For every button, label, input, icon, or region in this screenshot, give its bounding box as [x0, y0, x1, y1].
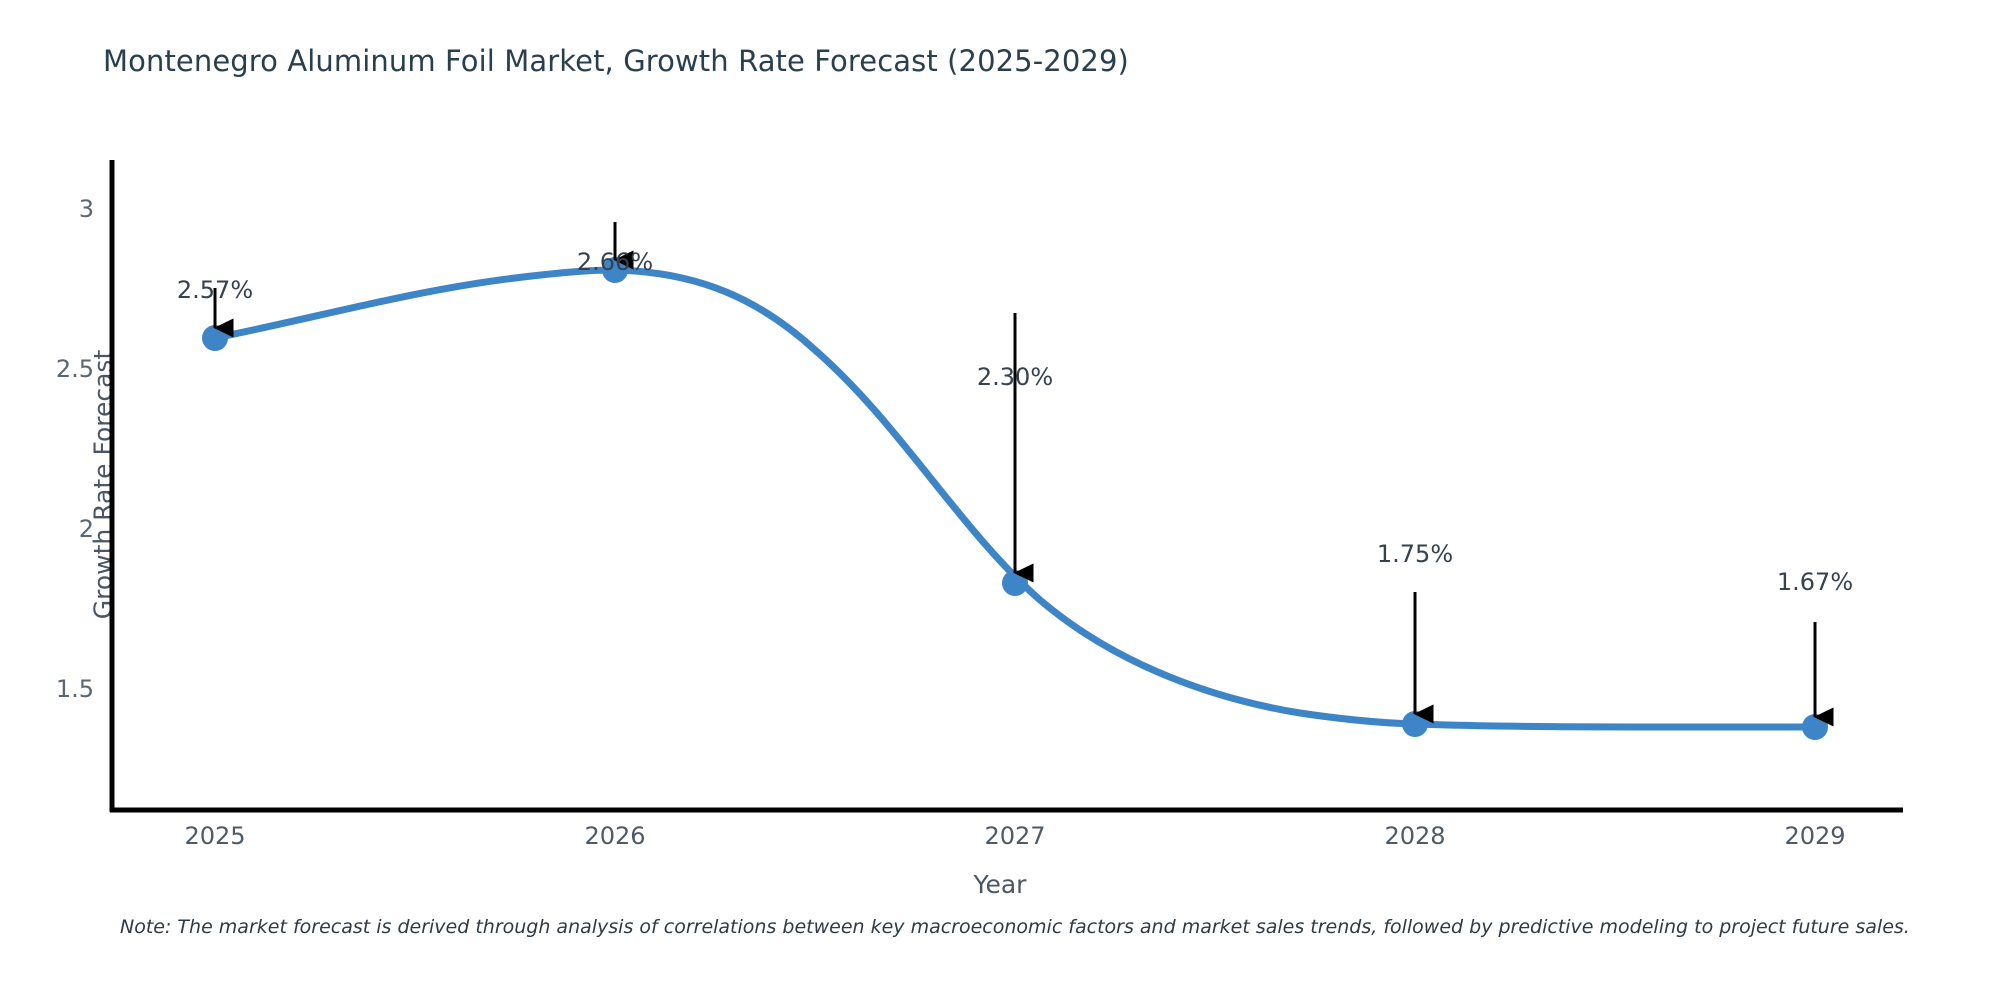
- y-axis-tick-label: 3: [78, 195, 94, 223]
- y-axis-tick-label: 2.5: [55, 355, 94, 383]
- data-point-marker[interactable]: [1802, 714, 1828, 740]
- data-point-marker[interactable]: [202, 325, 228, 351]
- data-point-value-label: 1.67%: [1776, 568, 1854, 596]
- x-axis-tick-label: 2028: [1384, 822, 1446, 850]
- x-axis-tick-label: 2027: [984, 822, 1046, 850]
- data-point-marker[interactable]: [1002, 570, 1028, 596]
- x-axis-tick-label: 2029: [1784, 822, 1846, 850]
- data-point-value-label: 2.66%: [576, 248, 654, 276]
- data-point-value-label: 2.57%: [176, 276, 254, 304]
- chart-footnote: Note: The market forecast is derived thr…: [120, 916, 1910, 938]
- x-axis-tick-label: 2026: [584, 822, 646, 850]
- x-axis-title: Year: [973, 870, 1027, 899]
- data-point-value-label: 1.75%: [1376, 540, 1454, 568]
- chart-title: Montenegro Aluminum Foil Market, Growth …: [103, 44, 1129, 78]
- y-axis-tick-label: 2: [78, 515, 94, 543]
- x-axis-tick-label: 2025: [184, 822, 246, 850]
- y-axis-tick-label: 1.5: [55, 675, 94, 703]
- data-line-series: [211, 266, 1819, 731]
- data-point-marker[interactable]: [1402, 711, 1428, 737]
- data-point-value-label: 2.30%: [976, 363, 1054, 391]
